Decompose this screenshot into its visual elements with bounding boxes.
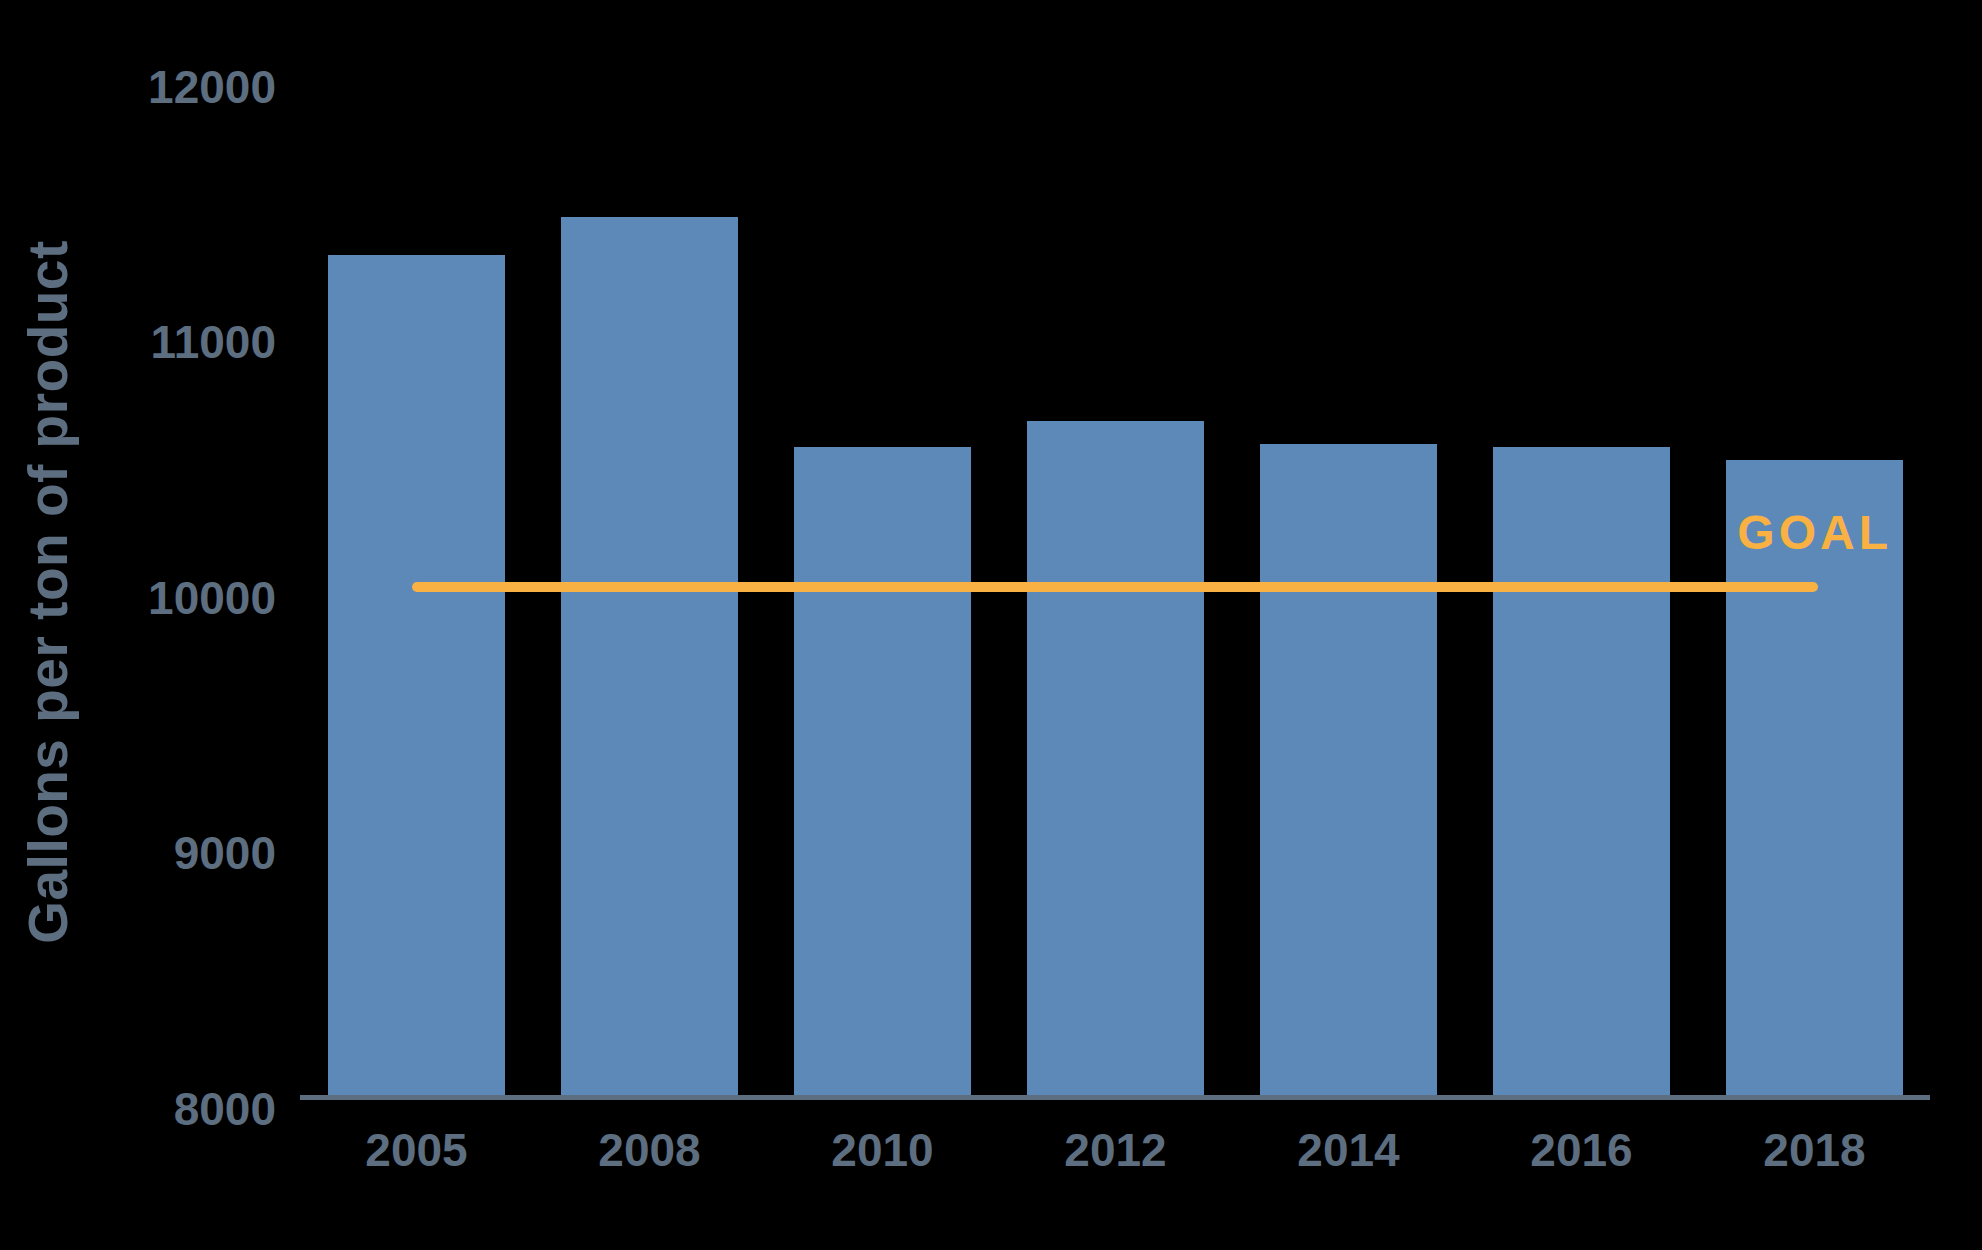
goal-label: GOAL — [1692, 505, 1892, 561]
x-tick-2012: 2012 — [999, 1126, 1232, 1174]
x-tick-2018: 2018 — [1698, 1126, 1931, 1174]
x-tick-2005: 2005 — [300, 1126, 533, 1174]
goal-line — [412, 582, 1818, 592]
bar-2010 — [794, 447, 971, 1095]
x-axis-line — [300, 1095, 1930, 1100]
bar-2008 — [561, 217, 738, 1095]
x-tick-2016: 2016 — [1465, 1126, 1698, 1174]
x-tick-2010: 2010 — [766, 1126, 999, 1174]
x-tick-2008: 2008 — [533, 1126, 766, 1174]
y-tick-11000: 11000 — [36, 319, 276, 365]
bar-2005 — [328, 255, 505, 1095]
bar-chart: Gallons per ton of product 1200011000100… — [0, 0, 1982, 1250]
y-tick-9000: 9000 — [36, 830, 276, 876]
bar-2016 — [1493, 447, 1670, 1095]
y-tick-8000: 8000 — [36, 1086, 276, 1132]
bar-2014 — [1260, 444, 1437, 1095]
bar-2012 — [1027, 421, 1204, 1095]
x-tick-2014: 2014 — [1232, 1126, 1465, 1174]
y-tick-10000: 10000 — [36, 575, 276, 621]
y-tick-12000: 12000 — [36, 64, 276, 110]
